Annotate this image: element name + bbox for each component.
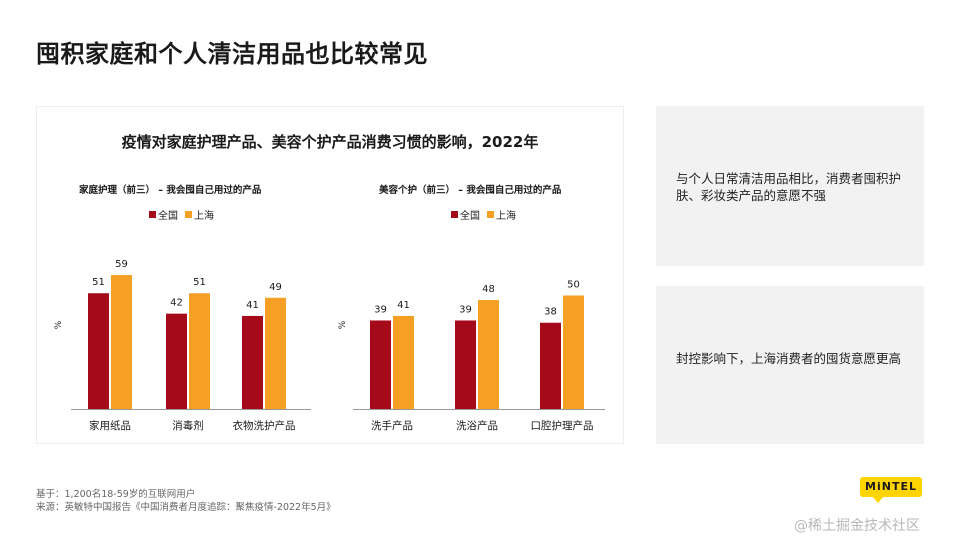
mintel-logo: MiNTEL [860, 477, 922, 497]
subchart-title: 美容个护（前三） – 我会囤自己用过的产品 [378, 184, 561, 196]
insight-text: 与个人日常清洁用品相比，消费者囤积护肤、彩妆类产品的意愿不强 [676, 171, 902, 203]
legend-swatch-shanghai [487, 211, 494, 218]
chart-panel: 疫情对家庭护理产品、美容个护产品消费习惯的影响，2022年 家庭护理（前三） –… [36, 106, 624, 444]
bar-national [540, 322, 561, 409]
legend-label: 上海 [496, 209, 516, 222]
bar-shanghai [478, 300, 499, 409]
subchart-title: 家庭护理（前三） – 我会囤自己用过的产品 [79, 184, 261, 196]
watermark: @稀土掘金技术社区 [794, 518, 920, 534]
category-label: 洗手产品 [371, 419, 413, 432]
y-axis-label: % [338, 320, 348, 329]
data-label: 51 [92, 277, 105, 288]
bar-national [455, 320, 476, 409]
category-label: 口腔护理产品 [531, 419, 594, 432]
insight-text: 封控影响下，上海消费者的囤货意愿更高 [676, 351, 902, 366]
data-label: 50 [567, 280, 580, 291]
data-label: 39 [459, 304, 472, 315]
legend-swatch-shanghai [185, 211, 192, 218]
bar-national [370, 320, 391, 409]
bar-national [166, 313, 187, 409]
category-label: 衣物洗护产品 [233, 419, 296, 432]
category-label: 消毒剂 [172, 419, 204, 432]
source-note: 来源：英敏特中国报告《中国消费者月度追踪：聚焦疫情-2022年5月》 [36, 502, 336, 513]
category-label: 家用纸品 [89, 419, 131, 432]
data-label: 41 [397, 300, 410, 311]
legend-label: 上海 [194, 209, 214, 222]
bar-national [88, 293, 109, 409]
chart-heading: 疫情对家庭护理产品、美容个护产品消费习惯的影响，2022年 [121, 133, 539, 151]
legend-swatch-national [451, 211, 458, 218]
mintel-logo-tail [872, 496, 884, 503]
base-note: 基于：1,200名18-59岁的互联网用户 [36, 489, 196, 500]
insight-card-shanghai: 封控影响下，上海消费者的囤货意愿更高 [656, 286, 924, 444]
data-label: 51 [193, 277, 206, 288]
legend-swatch-national [149, 211, 156, 218]
bar-national [242, 315, 263, 409]
data-label: 38 [544, 307, 557, 318]
bar-shanghai [393, 315, 414, 409]
data-label: 39 [374, 304, 387, 315]
bar-shanghai [111, 275, 132, 409]
data-label: 41 [246, 300, 259, 311]
data-label: 49 [269, 282, 282, 293]
bar-shanghai [189, 293, 210, 409]
data-label: 42 [170, 298, 183, 309]
category-label: 洗浴产品 [456, 419, 498, 432]
data-label: 48 [482, 284, 495, 295]
bar-shanghai [265, 297, 286, 409]
legend-label: 全国 [460, 209, 480, 222]
data-label: 59 [115, 259, 128, 270]
page-title: 囤积家庭和个人清洁用品也比较常见 [36, 40, 428, 68]
legend-label: 全国 [158, 209, 178, 222]
bar-shanghai [563, 295, 584, 409]
y-axis-label: % [54, 320, 64, 329]
insight-card-stockpiling-skincare: 与个人日常清洁用品相比，消费者囤积护肤、彩妆类产品的意愿不强 [656, 106, 924, 266]
